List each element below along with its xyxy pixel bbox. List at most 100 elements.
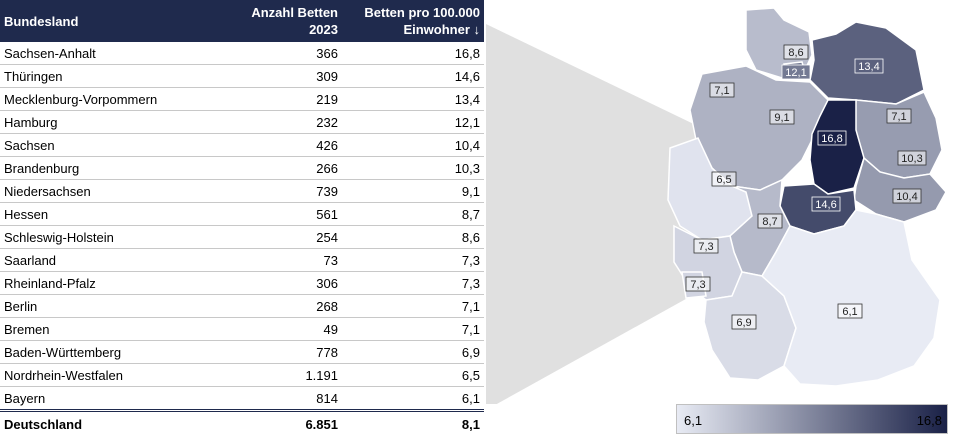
cell-betten: 426: [238, 133, 342, 157]
cell-betten: 306: [238, 271, 342, 295]
cell-betten: 814: [238, 386, 342, 411]
map-label-text: 6,1: [842, 306, 857, 318]
cell-land: Bremen: [0, 317, 238, 341]
cell-rate: 16,8: [342, 42, 484, 65]
color-scale-legend: 6,1 16,8: [676, 404, 948, 434]
map-label-th: 14,6: [811, 196, 841, 212]
cell-betten: 254: [238, 225, 342, 249]
cell-rate: 10,4: [342, 133, 484, 157]
map-label-box: [769, 109, 795, 125]
cell-rate: 7,1: [342, 317, 484, 341]
map-region-by: [761, 209, 941, 387]
cell-land: Baden-Württemberg: [0, 340, 238, 364]
map-label-text: 12,1: [785, 67, 806, 79]
cell-land: Hessen: [0, 202, 238, 226]
cell-betten: 561: [238, 202, 342, 226]
table-row: Nordrhein-Westfalen 1.191 6,5: [0, 363, 484, 387]
map-label-box: [693, 238, 719, 254]
cell-rate: 10,3: [342, 156, 484, 180]
map-labels: 8,6 12,1 13,4 7,1 9,1 7,1 10,3 16,8 10,4 14,6 6,5 8…: [685, 44, 927, 330]
cell-land: Schleswig-Holstein: [0, 225, 238, 249]
header-bundesland[interactable]: Bundesland: [0, 0, 238, 42]
header-betten-pro-einwohner[interactable]: Betten pro 100.000 Einwohner ↓: [342, 0, 484, 42]
table-row: Bremen 49 7,1: [0, 317, 484, 341]
table-body: Sachsen-Anhalt 366 16,8 Thüringen 309 14,6 Mec…: [0, 42, 484, 436]
map-label-box: [817, 130, 847, 146]
map-label-text: 10,4: [896, 191, 917, 203]
cell-rate: 7,3: [342, 271, 484, 295]
table-row: Schleswig-Holstein 254 8,6: [0, 225, 484, 249]
cell-land: Mecklenburg-Vorpommern: [0, 87, 238, 111]
map-label-box: [811, 196, 841, 212]
map-label-text: 8,6: [788, 47, 803, 59]
map-label-box: [757, 213, 783, 229]
cell-land: Rheinland-Pfalz: [0, 271, 238, 295]
cell-betten: 73: [238, 248, 342, 272]
map-label-text: 6,9: [736, 317, 751, 329]
cell-rate: 6,1: [342, 386, 484, 411]
table-row: Baden-Württemberg 778 6,9: [0, 340, 484, 364]
cell-land: Saarland: [0, 248, 238, 272]
header-anzahl-line2: 2023: [309, 22, 338, 37]
map-region-sh: [745, 7, 813, 79]
cell-land: Niedersachsen: [0, 179, 238, 203]
map-label-text: 14,6: [815, 199, 836, 211]
map-label-text: 7,3: [698, 241, 713, 253]
map-label-by: 6,1: [837, 303, 863, 319]
map-label-nw: 6,5: [711, 171, 737, 187]
cell-rate: 6,9: [342, 340, 484, 364]
cell-betten: 1.191: [238, 363, 342, 387]
map-label-box: [781, 64, 811, 80]
cell-land: Hamburg: [0, 110, 238, 134]
table-row: Berlin 268 7,1: [0, 294, 484, 318]
map-label-box: [837, 303, 863, 319]
map-label-sh: 8,6: [783, 44, 809, 60]
map-label-st: 16,8: [817, 130, 847, 146]
table-row: Thüringen 309 14,6: [0, 64, 484, 88]
header-rate-line1: Betten pro 100.000: [364, 5, 480, 20]
map-label-text: 7,1: [714, 85, 729, 97]
legend-gradient-bar: [676, 404, 948, 434]
cell-betten: 232: [238, 110, 342, 134]
map-label-bw: 6,9: [731, 314, 757, 330]
connector-wedge: [486, 24, 702, 404]
map-label-mv: 13,4: [854, 58, 884, 74]
map-label-text: 7,1: [891, 111, 906, 123]
map-label-text: 7,3: [690, 279, 705, 291]
map-label-text: 13,4: [858, 61, 879, 73]
cell-land: Thüringen: [0, 64, 238, 88]
table-row: Brandenburg 266 10,3: [0, 156, 484, 180]
cell-betten: 739: [238, 179, 342, 203]
map-label-be: 7,1: [886, 108, 912, 124]
map-label-box: [886, 108, 912, 124]
total-cell-betten: 6.851: [238, 409, 342, 436]
map-label-hb: 7,1: [709, 82, 735, 98]
table-row: Bayern 814 6,1: [0, 386, 484, 411]
map-label-box: [711, 171, 737, 187]
cell-land: Bayern: [0, 386, 238, 411]
cell-betten: 49: [238, 317, 342, 341]
map-label-hh: 12,1: [781, 64, 811, 80]
table-row: Rheinland-Pfalz 306 7,3: [0, 271, 484, 295]
cell-betten: 266: [238, 156, 342, 180]
cell-betten: 309: [238, 64, 342, 88]
cell-rate: 8,7: [342, 202, 484, 226]
cell-land: Brandenburg: [0, 156, 238, 180]
map-label-he: 8,7: [757, 213, 783, 229]
map-label-text: 8,7: [762, 216, 777, 228]
table-total-row: Deutschland 6.851 8,1: [0, 409, 484, 436]
map-label-box: [897, 150, 927, 166]
cell-rate: 14,6: [342, 64, 484, 88]
map-label-box: [854, 58, 884, 74]
map-label-rp: 7,3: [693, 238, 719, 254]
map-label-box: [709, 82, 735, 98]
table-row: Sachsen 426 10,4: [0, 133, 484, 157]
table-row: Sachsen-Anhalt 366 16,8: [0, 42, 484, 65]
header-anzahl-line1: Anzahl Betten: [251, 5, 338, 20]
germany-choropleth-map: 8,6 12,1 13,4 7,1 9,1 7,1 10,3 16,8 10,4 14,6 6,5 8…: [484, 0, 947, 404]
cell-rate: 12,1: [342, 110, 484, 134]
header-anzahl-betten[interactable]: Anzahl Betten 2023: [238, 0, 342, 42]
map-label-sn: 10,4: [892, 188, 922, 204]
total-cell-rate: 8,1: [342, 409, 484, 436]
cell-betten: 778: [238, 340, 342, 364]
